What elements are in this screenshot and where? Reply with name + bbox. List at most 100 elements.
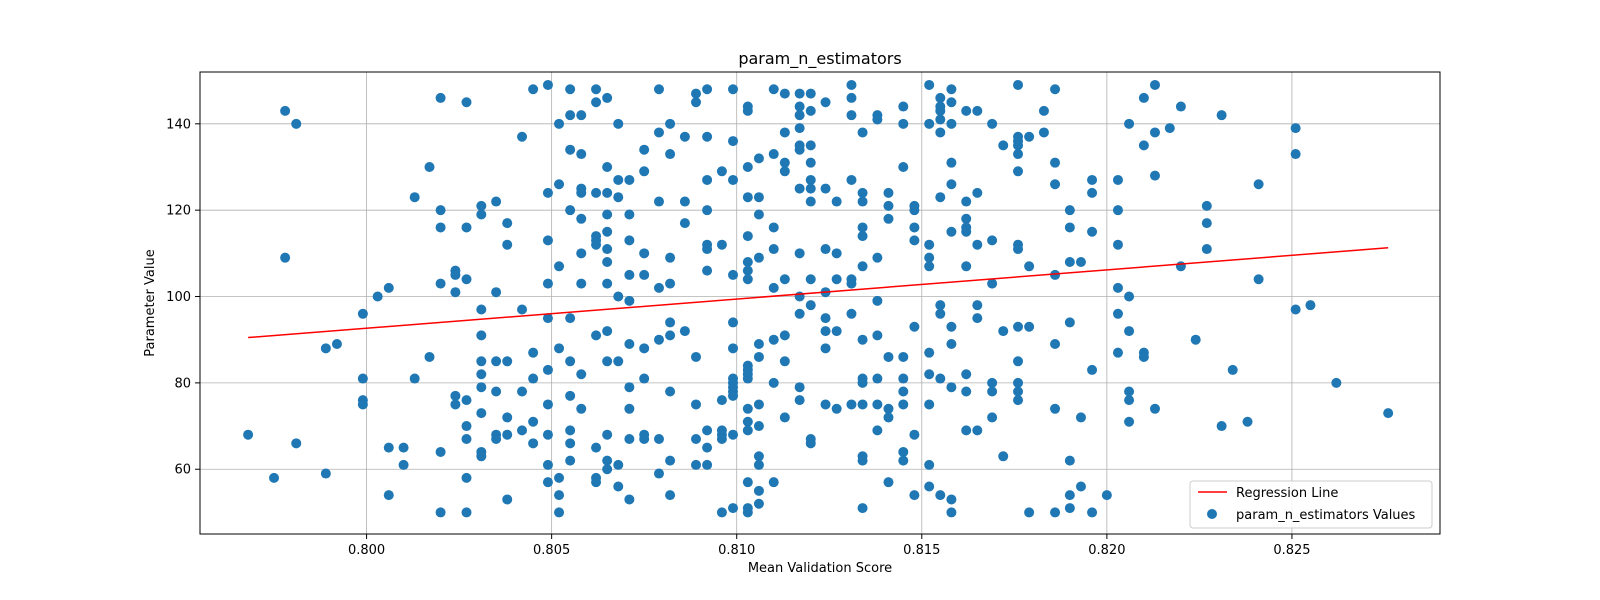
data-point [872,373,883,384]
data-point [542,429,553,440]
data-point [998,451,1009,462]
data-point [1112,282,1123,293]
data-point [665,118,676,129]
data-point [1149,127,1160,138]
data-point [1305,300,1316,311]
data-point [602,92,613,103]
data-point [1024,507,1035,518]
data-point [883,477,894,488]
data-point [946,179,957,190]
data-point [491,196,502,207]
data-point [742,161,753,172]
data-point [435,446,446,457]
data-point [476,408,487,419]
data-point [491,386,502,397]
data-point [728,136,739,147]
data-point [653,468,664,479]
data-point [1050,403,1061,414]
data-point [528,84,539,95]
data-point [1050,157,1061,168]
data-point [1175,101,1186,112]
data-point [820,183,831,194]
data-point [461,421,472,432]
data-point [639,373,650,384]
data-point [565,390,576,401]
data-point [624,295,635,306]
data-point [1124,291,1135,302]
data-point [779,356,790,367]
data-point [846,110,857,121]
data-point [924,481,935,492]
data-point [1013,244,1024,255]
data-point [1112,174,1123,185]
data-point [613,291,624,302]
data-point [753,421,764,432]
data-point [702,265,713,276]
data-point [602,161,613,172]
data-point [476,209,487,220]
data-point [280,252,291,263]
data-point [624,494,635,505]
y-tick-label: 80 [174,376,191,391]
data-point [702,244,713,255]
data-point [639,248,650,259]
data-point [613,356,624,367]
data-point [898,386,909,397]
data-point [269,472,280,483]
data-point [857,455,868,466]
data-point [872,252,883,263]
data-point [576,149,587,160]
data-point [898,161,909,172]
data-point [794,382,805,393]
data-point [909,429,920,440]
data-point [1201,218,1212,229]
data-point [961,261,972,272]
data-point [702,84,713,95]
data-point [613,192,624,203]
data-point [691,399,701,410]
data-point [857,196,868,207]
data-point [972,187,983,198]
data-point [1164,123,1175,134]
data-point [753,153,764,164]
data-point [1138,140,1149,151]
data-point [935,105,946,116]
data-point [565,356,576,367]
data-point [1024,131,1035,142]
data-point [972,105,983,116]
legend-point-swatch [1207,509,1217,519]
data-point [768,149,779,160]
data-point [883,187,894,198]
data-point [1064,222,1075,233]
legend-box [1189,480,1433,529]
data-point [857,261,868,272]
data-point [476,200,487,211]
data-point [753,399,764,410]
data-point [1064,256,1075,267]
data-point [1124,326,1135,337]
data-point [702,459,713,470]
data-point [461,274,472,285]
data-point [1112,239,1123,250]
data-point [665,330,676,341]
data-point [602,187,613,198]
data-point [909,235,920,246]
data-point [1038,127,1049,138]
data-point [753,451,764,462]
y-tick-label: 60 [174,463,191,478]
data-point [702,131,713,142]
data-point [691,88,701,99]
data-point [909,321,920,332]
data-point [1050,84,1061,95]
grid [200,72,1440,534]
data-point [1087,364,1098,375]
data-point [857,222,868,233]
data-point [1050,339,1061,350]
data-point [491,434,502,445]
data-point [243,429,254,440]
regression-line-layer [248,246,1389,339]
data-point [1175,261,1186,272]
y-tick-label: 100 [166,290,191,305]
data-point [742,373,753,384]
